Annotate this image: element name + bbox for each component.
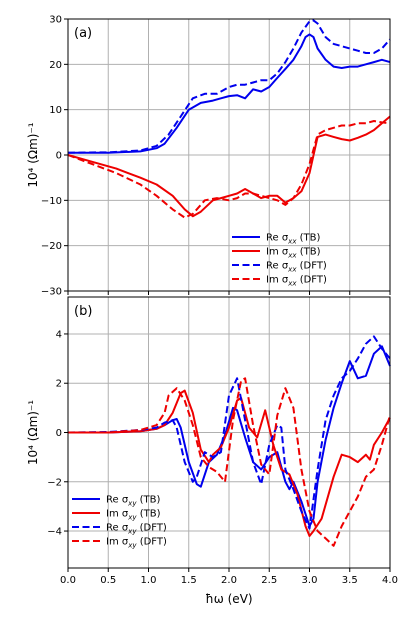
- x-tick-label: 0.5: [100, 575, 116, 586]
- legend: Re σxy (TB)Im σxy (TB)Re σxy (DFT)Im σxy…: [72, 495, 167, 550]
- series-line-3: [68, 377, 391, 547]
- series-line-2: [67, 19, 391, 154]
- x-tick-label: 1.5: [181, 575, 197, 586]
- panel-1: 4 2 0 −2 −4 0.0 0.5 1.0 1.5 2.0 2.5 3.0 3.5 4.0 10⁴ (Ω…: [26, 296, 398, 606]
- legend-entry: Re σxx (DFT): [266, 261, 327, 274]
- x-tick-label: 4.0: [382, 575, 398, 586]
- y-axis-label: 10⁴ (Ωm)⁻¹: [26, 400, 40, 465]
- panel-label: (a): [74, 26, 92, 41]
- legend-entry: Im σxy (TB): [106, 509, 161, 522]
- y-tick-label: 30: [49, 15, 62, 26]
- x-tick-label: 2.5: [261, 575, 277, 586]
- x-tick-label: 3.5: [342, 575, 358, 586]
- legend-entry: Im σxx (TB): [266, 247, 321, 260]
- x-tick-label: 0.0: [60, 575, 76, 586]
- series-line-2: [67, 335, 391, 530]
- x-tick-label: 1.0: [141, 575, 157, 586]
- x-tick-label: 2.0: [221, 575, 237, 586]
- y-tick-label: −10: [41, 196, 62, 207]
- y-tick-label: −20: [41, 241, 62, 252]
- series-line-0: [68, 33, 391, 154]
- x-tick-label: 3.0: [302, 575, 318, 586]
- panel-0: 30 20 10 0 −10 −20 −30 10⁴ (Ωm)⁻¹ (a) Re σxx (TB)…: [26, 15, 391, 298]
- legend: Re σxx (TB)Im σxx (TB)Re σxx (DFT)Im σxx…: [232, 233, 327, 288]
- y-tick-label: −2: [47, 477, 62, 488]
- legend-entry: Re σxy (TB): [106, 495, 161, 508]
- y-tick-label: 4: [56, 329, 62, 340]
- y-tick-label: 0: [56, 151, 62, 162]
- legend-entry: Re σxy (DFT): [106, 523, 167, 536]
- series-line-3: [67, 120, 391, 219]
- legend-entry: Im σxy (DFT): [106, 537, 167, 550]
- y-tick-label: −30: [41, 287, 62, 298]
- y-tick-label: 20: [49, 60, 62, 71]
- y-tick-label: 0: [56, 428, 62, 439]
- series-line-1: [68, 389, 391, 537]
- y-tick-label: −4: [47, 527, 62, 538]
- y-axis-label: 10⁴ (Ωm)⁻¹: [26, 122, 40, 187]
- legend-entry: Re σxx (TB): [266, 233, 321, 246]
- y-tick-label: 2: [56, 379, 62, 390]
- y-tick-label: 10: [49, 105, 62, 116]
- panel-label: (b): [74, 304, 92, 319]
- legend-entry: Im σxx (DFT): [266, 275, 327, 288]
- series-line-0: [68, 345, 391, 528]
- x-axis-label: ħω (eV): [205, 592, 252, 606]
